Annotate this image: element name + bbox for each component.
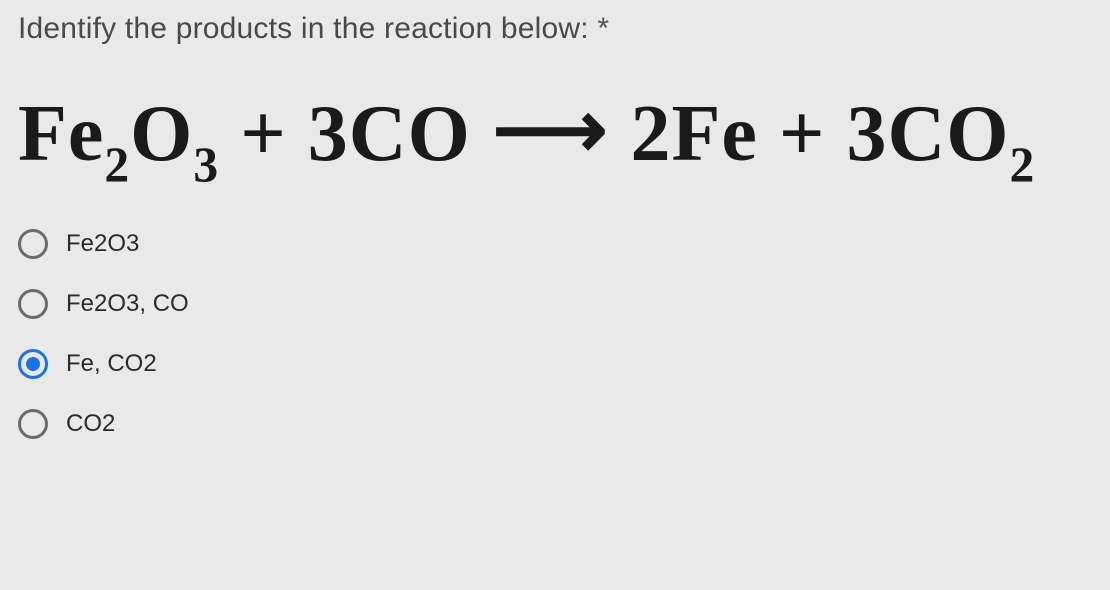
option-label: Fe2O3 (66, 230, 139, 258)
radio-icon (18, 409, 48, 439)
radio-icon (18, 289, 48, 319)
reactant1-sub2: 3 (193, 137, 219, 192)
product1-formula: Fe (671, 90, 757, 178)
radio-icon (18, 229, 48, 259)
plus1: + (219, 90, 308, 178)
reactant1-elem1: Fe (18, 90, 104, 178)
options-group: Fe2O3 Fe2O3, CO Fe, CO2 CO2 (18, 229, 1092, 439)
option-label: Fe, CO2 (66, 350, 157, 378)
chemical-equation: Fe2O3 + 3CO⟶2Fe + 3CO2 (18, 86, 1092, 189)
product2-sub: 2 (1009, 137, 1035, 192)
reactant1-elem2: O (130, 90, 193, 178)
option-4[interactable]: CO2 (18, 409, 1092, 439)
question-text: Identify the products in the reaction be… (18, 12, 589, 45)
option-label: CO2 (66, 410, 115, 438)
option-2[interactable]: Fe2O3, CO (18, 289, 1092, 319)
question-prompt: Identify the products in the reaction be… (18, 12, 1092, 46)
quiz-question-container: Identify the products in the reaction be… (0, 0, 1110, 481)
product2-elem: CO (887, 90, 1009, 178)
plus2: + (758, 90, 847, 178)
product1-coef: 2 (630, 90, 671, 178)
reaction-arrow-icon: ⟶ (493, 83, 609, 177)
radio-icon (18, 349, 48, 379)
option-3[interactable]: Fe, CO2 (18, 349, 1092, 379)
reactant2-coef: 3 (308, 90, 349, 178)
reactant1-sub1: 2 (104, 137, 130, 192)
reactant2-formula: CO (349, 90, 471, 178)
required-asterisk: * (597, 12, 609, 45)
option-label: Fe2O3, CO (66, 290, 189, 318)
option-1[interactable]: Fe2O3 (18, 229, 1092, 259)
product2-coef: 3 (846, 90, 887, 178)
